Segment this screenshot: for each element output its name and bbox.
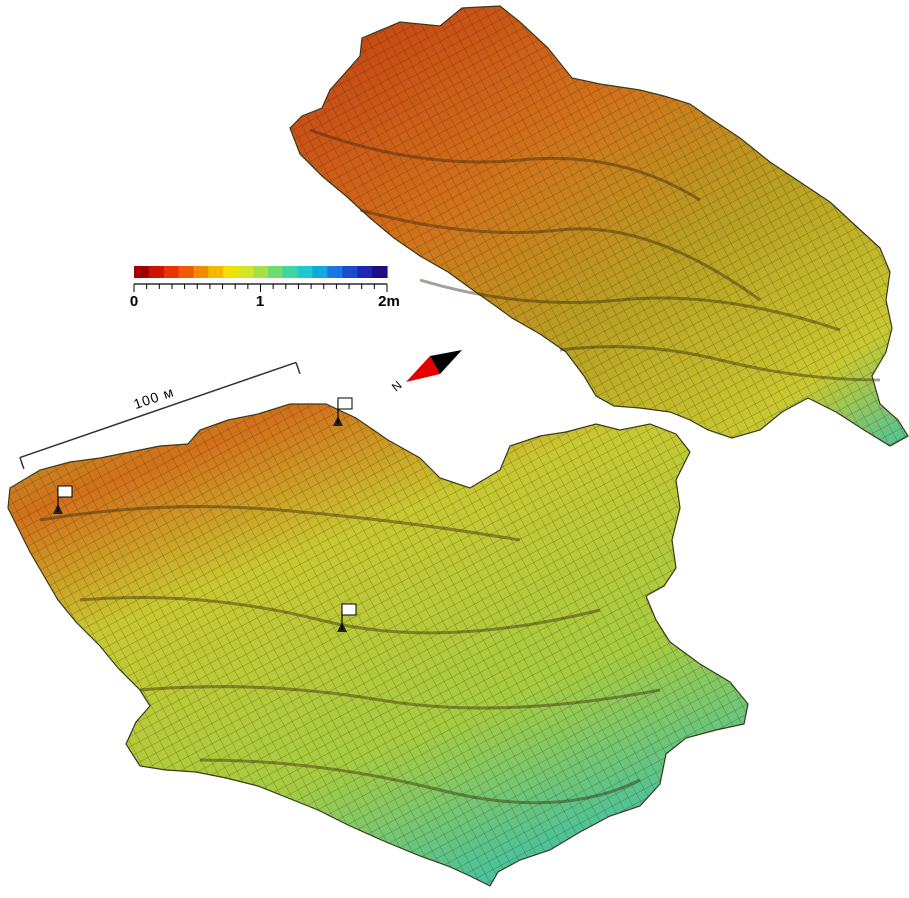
colorbar-cell [327,266,343,278]
colorbar-tick-label-1: 1 [256,293,264,310]
colorbar-tick-label-2: 2m [378,293,400,310]
colorbar-tick-label-0: 0 [130,293,138,310]
colorbar-cell [148,266,165,278]
colorbar-legend: 0 1 2m [130,266,400,310]
ridge-line [309,128,701,202]
ridge-line [79,596,601,635]
ridge-line [139,685,661,710]
flag-icon [341,603,357,616]
colorbar-cell [238,266,254,278]
colorbar-cell [178,266,195,278]
ridge-line [199,758,641,805]
colorbar-cell [193,266,210,278]
flag-marker [53,485,73,514]
colorbar-cell [372,266,388,278]
terrain-mesh-southwest [8,404,748,886]
flag-icon [57,485,73,498]
ridge-line [39,505,521,542]
colorbar-ticks [133,284,388,292]
terrain-block-southwest [7,403,749,887]
scale-bar-end-right [295,362,301,375]
terrain-mesh-northeast [290,6,908,446]
north-arrow-label: N [389,378,405,394]
scale-bar-label: 100 м [131,383,176,412]
scale-bar-line [19,361,297,459]
colorbar-cell [342,266,358,278]
terrain-ridges [39,128,881,805]
colorbar-cell [267,266,284,278]
colorbar-cell [163,266,180,278]
colorbar-cell [134,266,150,278]
colorbar-cell [312,266,329,278]
ridge-line [419,278,841,332]
north-arrow: N [389,350,462,394]
ridge-line [559,345,881,382]
colorbar-cell [253,266,269,278]
scale-bar-end-left [19,457,25,470]
north-arrow-tail [430,350,462,374]
north-arrow-tip [406,356,440,382]
colorbar-cell [223,266,239,278]
colorbar-cell [282,266,299,278]
flag-icon [337,397,353,410]
colorbar-cell [208,266,224,278]
terrain-block-northeast [289,5,909,447]
colorbar-cell [297,266,314,278]
colorbar-cells [134,266,388,278]
flag-marker [333,397,353,426]
flag-marker [337,603,357,632]
colorbar-cell [357,266,373,278]
ridge-line [359,208,761,302]
